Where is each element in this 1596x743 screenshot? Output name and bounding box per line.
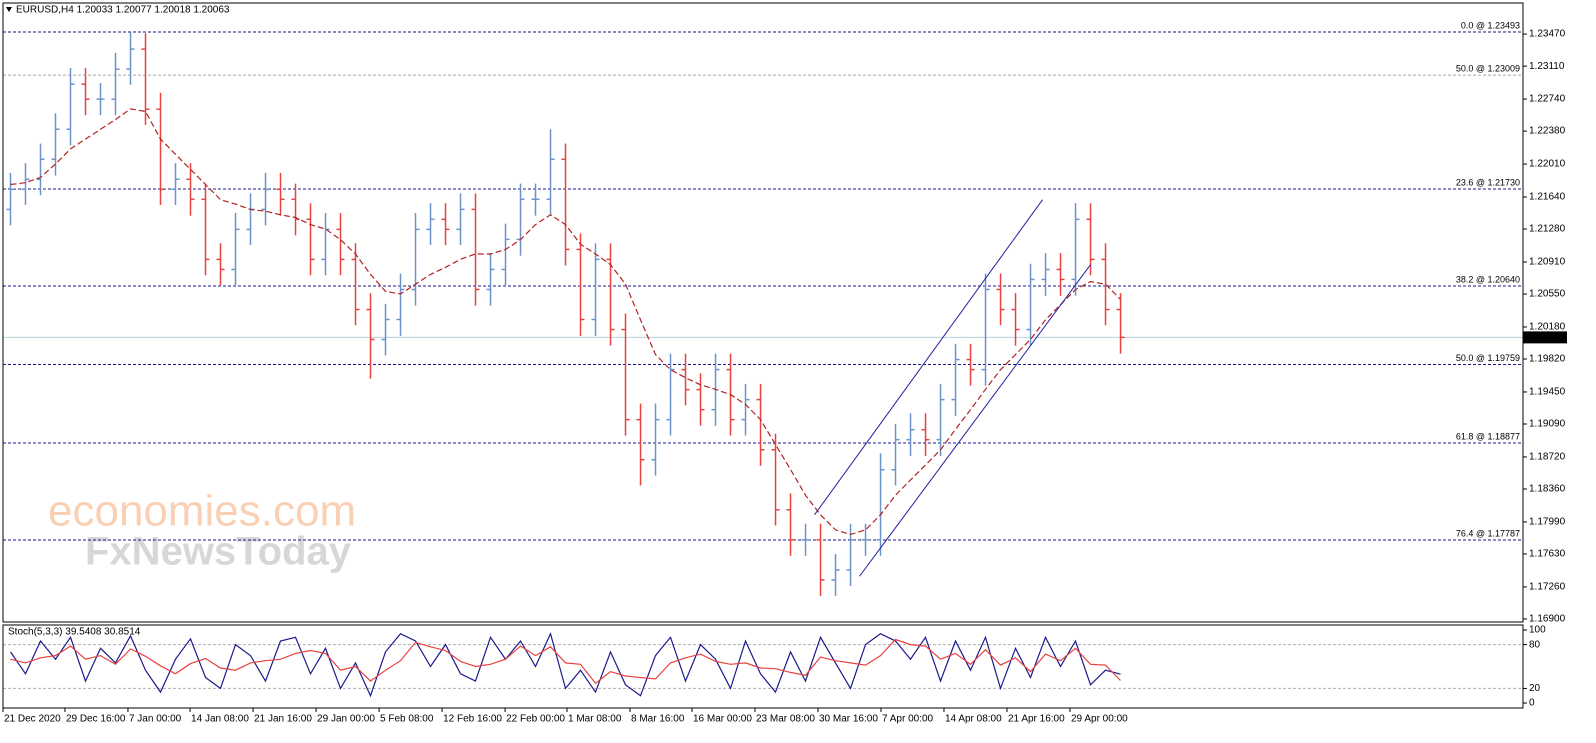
y-tick-label: 1.21280 — [1529, 224, 1566, 235]
y-tick-label: 1.23110 — [1529, 61, 1565, 72]
y-tick-label: 20 — [1529, 683, 1541, 694]
y-tick-label: 1.19820 — [1529, 354, 1566, 365]
y-tick-label: 1.17630 — [1529, 549, 1566, 560]
x-tick-label: 21 Apr 16:00 — [1008, 714, 1065, 725]
x-tick-label: 23 Mar 08:00 — [756, 714, 815, 725]
y-tick-label: 1.21640 — [1529, 192, 1566, 203]
x-tick-label: 8 Mar 16:00 — [631, 714, 685, 725]
trendline — [859, 264, 1091, 577]
x-tick-label: 14 Apr 08:00 — [945, 714, 1002, 725]
current-price-label: 1.20063 — [1526, 332, 1563, 343]
fib-label: 0.0 @ 1.23493 — [1461, 20, 1520, 30]
stoch-line — [10, 638, 1121, 685]
sub-frame — [2, 624, 1524, 709]
y-tick-label: 1.22380 — [1529, 126, 1566, 137]
x-tick-label: 5 Feb 08:00 — [380, 714, 434, 725]
x-tick-label: 14 Jan 08:00 — [191, 714, 249, 725]
fib-label: 38.2 @ 1.20640 — [1456, 274, 1520, 284]
x-tick-label: 12 Feb 16:00 — [443, 714, 502, 725]
fib-label: 50.0 @ 1.23009 — [1456, 63, 1520, 73]
y-tick-label: 1.17990 — [1529, 517, 1566, 528]
plot-layer: 0.0 @ 1.23493 50.0 @ 1.23009 23.6 @ 1.2173… — [2, 20, 1567, 725]
y-tick-label: 1.18360 — [1529, 484, 1566, 495]
chart-title: EURUSD,H4 1.20033 1.20077 1.20018 1.2006… — [16, 5, 230, 16]
x-tick-label: 16 Mar 00:00 — [693, 714, 752, 725]
x-tick-label: 7 Jan 00:00 — [129, 714, 182, 725]
x-tick-label: 30 Mar 16:00 — [819, 714, 878, 725]
x-tick-label: 29 Jan 00:00 — [317, 714, 375, 725]
fib-label: 50.0 @ 1.19759 — [1456, 353, 1520, 363]
y-tick-label: 1.23470 — [1529, 29, 1566, 40]
moving-average — [10, 108, 1121, 536]
stoch-line — [10, 631, 1121, 698]
fib-label: 76.4 @ 1.17787 — [1456, 528, 1520, 538]
menu-arrow[interactable] — [6, 7, 12, 12]
y-tick-label: 1.18720 — [1529, 452, 1566, 463]
y-tick-label: 1.19450 — [1529, 387, 1566, 398]
x-tick-label: 21 Jan 16:00 — [254, 714, 312, 725]
y-tick-label: 1.17260 — [1529, 582, 1566, 593]
watermark: economies.com — [48, 487, 356, 536]
x-tick-label: 1 Mar 08:00 — [568, 714, 622, 725]
y-tick-label: 1.19090 — [1529, 419, 1566, 430]
y-tick-label: 1.20180 — [1529, 322, 1566, 333]
x-tick-label: 29 Dec 16:00 — [66, 714, 126, 725]
y-tick-label: 1.20550 — [1529, 289, 1566, 300]
fib-label: 61.8 @ 1.18877 — [1456, 431, 1520, 441]
y-tick-label: 100 — [1529, 625, 1546, 636]
watermark: FxNewsToday — [85, 530, 352, 574]
y-tick-label: 1.16900 — [1529, 614, 1566, 625]
x-tick-label: 22 Feb 00:00 — [506, 714, 565, 725]
y-tick-label: 1.20910 — [1529, 257, 1566, 268]
y-tick-label: 1.22010 — [1529, 159, 1566, 170]
current-price-box — [1523, 331, 1567, 344]
fib-label: 23.6 @ 1.21730 — [1456, 177, 1520, 187]
y-tick-label: 1.22740 — [1529, 94, 1566, 105]
y-tick-label: 0 — [1529, 698, 1535, 709]
trendline — [814, 199, 1043, 516]
x-tick-label: 29 Apr 00:00 — [1071, 714, 1128, 725]
main-frame — [2, 2, 1524, 623]
x-tick-label: 21 Dec 2020 — [4, 714, 61, 725]
x-tick-label: 7 Apr 00:00 — [882, 714, 934, 725]
indicator-title: Stoch(5,3,3) 39.5408 30.8514 — [8, 627, 141, 638]
y-tick-label: 80 — [1529, 639, 1541, 650]
